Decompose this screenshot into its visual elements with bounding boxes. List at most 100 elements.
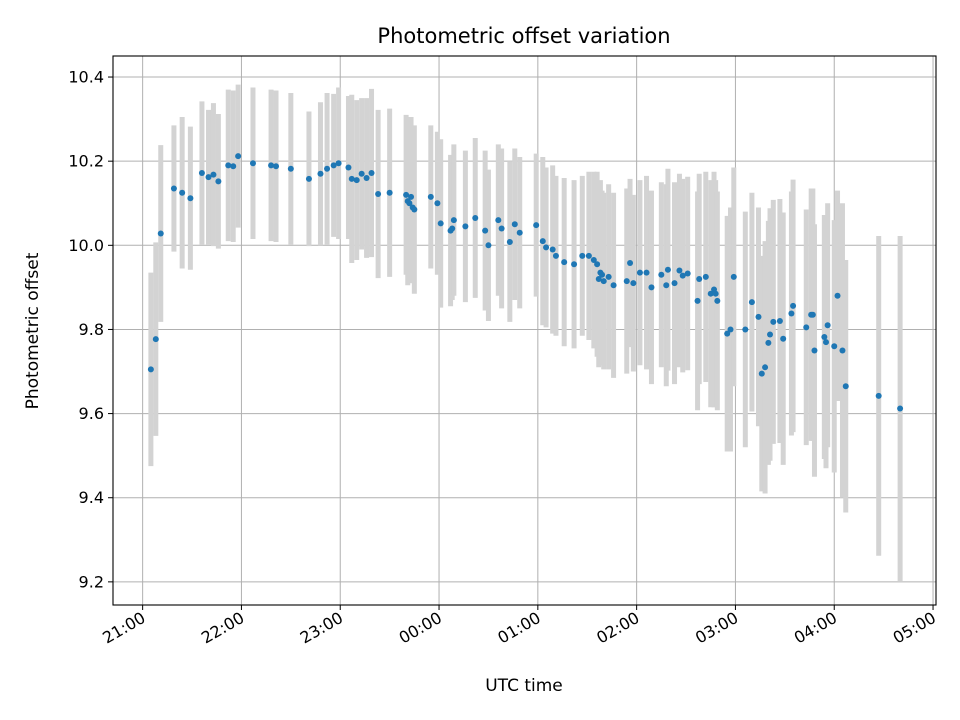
data-point <box>375 190 382 197</box>
data-point <box>590 257 597 264</box>
data-point <box>643 269 650 276</box>
data-point <box>335 160 342 167</box>
data-point <box>696 275 703 282</box>
data-point <box>210 171 217 178</box>
data-point <box>594 261 601 268</box>
data-point <box>506 238 513 245</box>
data-point <box>780 335 787 342</box>
data-point <box>408 193 415 200</box>
data-point <box>403 191 410 198</box>
y-tick-label: 9.4 <box>79 488 104 507</box>
data-point <box>324 165 331 172</box>
data-point <box>305 175 312 182</box>
data-point <box>450 217 457 224</box>
data-point <box>600 278 607 285</box>
data-point <box>482 227 489 234</box>
plot-frame <box>112 55 937 606</box>
data-point <box>599 271 606 278</box>
data-point <box>627 259 634 266</box>
data-point <box>157 230 164 237</box>
data-point <box>287 165 294 172</box>
data-point <box>714 297 721 304</box>
data-point <box>658 271 665 278</box>
data-point <box>462 223 469 230</box>
data-point <box>552 252 559 259</box>
data-point <box>386 189 393 196</box>
data-point <box>707 290 714 297</box>
data-point <box>187 195 194 202</box>
data-point <box>348 175 355 182</box>
y-tick-label: 10.4 <box>68 68 104 87</box>
data-point <box>767 331 774 338</box>
data-point <box>230 163 237 170</box>
chart-title: Photometric offset variation <box>377 24 670 48</box>
data-point <box>875 392 882 399</box>
data-point <box>694 297 701 304</box>
data-point <box>742 326 749 333</box>
data-point <box>755 313 762 320</box>
data-point <box>533 222 540 229</box>
y-axis: 9.2 9.4 9.6 9.8 10.0 10.2 10.4 <box>68 68 113 591</box>
data-point <box>406 200 413 207</box>
data-point <box>152 336 159 343</box>
data-point <box>498 225 505 232</box>
data-point <box>170 185 177 192</box>
y-tick-label: 9.2 <box>79 572 104 591</box>
data-point <box>235 153 242 160</box>
y-tick-label: 9.6 <box>79 404 104 423</box>
data-point <box>610 282 617 289</box>
data-point <box>363 175 370 181</box>
data-point <box>249 160 256 167</box>
data-point <box>788 310 795 317</box>
data-point <box>368 169 375 176</box>
data-point <box>776 318 783 325</box>
data-point <box>353 177 360 184</box>
data-point <box>516 229 523 236</box>
data-point <box>579 252 586 259</box>
data-point <box>623 278 630 285</box>
data-point <box>897 405 904 412</box>
data-point <box>824 322 831 329</box>
data-point <box>411 206 418 213</box>
data-point <box>317 170 324 177</box>
data-point <box>205 174 212 181</box>
data-point <box>803 324 810 331</box>
data-point <box>179 189 186 196</box>
data-point <box>702 273 709 280</box>
data-point <box>679 272 686 279</box>
data-point <box>831 343 838 350</box>
data-point <box>811 347 818 354</box>
data-point <box>561 259 568 266</box>
data-point <box>758 370 765 377</box>
data-point <box>809 311 816 318</box>
data-point <box>273 163 280 170</box>
data-point <box>834 292 841 299</box>
data-point <box>427 193 434 200</box>
data-point <box>434 200 441 207</box>
data-point <box>571 261 578 268</box>
data-point <box>543 244 550 251</box>
data-point <box>842 383 849 390</box>
data-point <box>511 221 518 228</box>
data-point <box>585 252 592 259</box>
data-point <box>330 162 337 169</box>
data-point <box>268 162 275 169</box>
data-point <box>147 366 154 373</box>
y-tick-label: 9.8 <box>79 320 104 339</box>
y-axis-title: Photometric offset <box>23 252 43 409</box>
data-point <box>215 178 222 185</box>
data-point <box>684 270 691 277</box>
data-point <box>821 334 828 341</box>
data-point <box>198 169 205 176</box>
data-point <box>748 299 755 306</box>
data-point <box>225 162 232 169</box>
data-point <box>823 339 830 346</box>
data-point <box>630 280 637 287</box>
data-point <box>724 330 731 337</box>
data-point <box>605 273 612 280</box>
data-point <box>762 364 769 371</box>
data-point <box>495 217 502 224</box>
data-point <box>770 318 777 325</box>
